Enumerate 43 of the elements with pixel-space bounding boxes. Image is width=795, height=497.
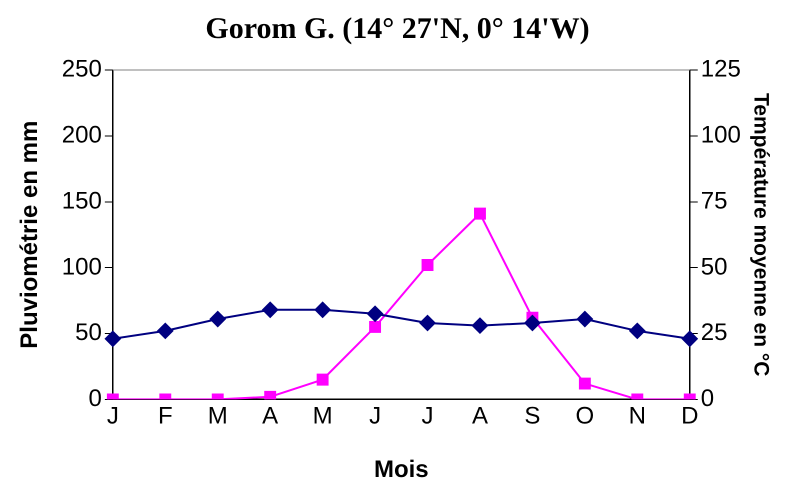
y-tick-label: 100	[62, 253, 102, 280]
y-tick-label: 0	[88, 385, 102, 412]
point	[629, 322, 646, 339]
x-tick-label: M	[208, 402, 228, 430]
y2-tick-label: 0	[700, 385, 714, 412]
point	[524, 314, 540, 331]
y2-tick-label: 125	[700, 56, 741, 83]
y2-tick-label: 25	[700, 319, 728, 346]
point	[420, 314, 436, 331]
point	[369, 320, 382, 333]
x-tick-label: S	[524, 402, 540, 430]
point	[576, 311, 593, 328]
y-tick-label: 150	[62, 187, 102, 214]
x-tick-label: N	[628, 402, 646, 430]
x-tick-label: F	[158, 402, 173, 430]
point	[367, 306, 384, 322]
y2-tick-label: 75	[700, 187, 728, 214]
x-axis-title: Mois	[374, 456, 429, 484]
point	[474, 208, 486, 220]
y-tick-label: 200	[62, 122, 102, 149]
x-tick-label: A	[472, 402, 488, 430]
point	[682, 330, 698, 347]
x-tick-label: M	[312, 402, 333, 430]
y-tick-label: 50	[75, 319, 102, 346]
point	[104, 330, 121, 347]
point	[314, 302, 331, 318]
point	[210, 311, 226, 328]
x-tick-label: J	[369, 402, 382, 430]
point	[157, 322, 174, 339]
x-tick-label: D	[681, 402, 698, 430]
x-tick-label: J	[106, 402, 119, 430]
x-tick-label: O	[576, 402, 594, 430]
y-axis-title: Pluviométrie en mm	[16, 120, 44, 349]
chart-title: Gorom G. (14° 27'N, 0° 14'W)	[205, 12, 590, 45]
x-tick-label: J	[422, 402, 434, 430]
x-tick-label: A	[262, 402, 278, 430]
point	[262, 302, 278, 318]
y-tick-label: 250	[62, 56, 102, 83]
point	[472, 318, 488, 334]
point	[422, 259, 434, 271]
y2-axis-title: Température moyenne en °C	[750, 92, 773, 376]
y2-tick-label: 100	[700, 122, 741, 149]
y2-tick-label: 50	[700, 253, 728, 280]
